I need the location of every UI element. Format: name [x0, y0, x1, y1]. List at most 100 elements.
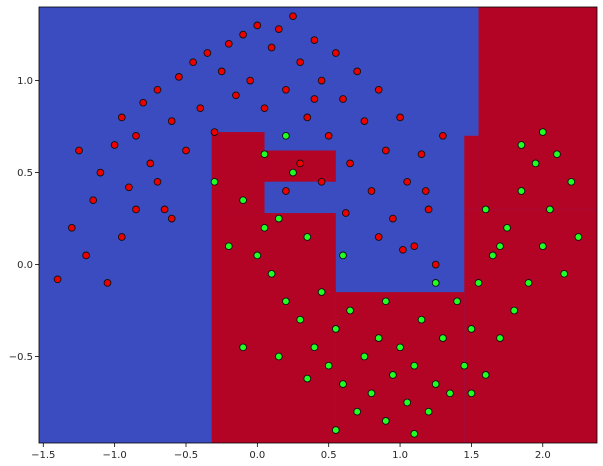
data-point-class-1 [546, 205, 554, 214]
data-point-class-0 [82, 251, 90, 260]
data-point-class-1 [410, 429, 419, 438]
decision-region-3 [335, 292, 465, 443]
data-point-class-0 [296, 159, 305, 168]
data-point-class-1 [538, 242, 547, 251]
data-point-class-1 [282, 131, 290, 140]
data-point-class-1 [310, 343, 319, 352]
data-point-class-0 [253, 21, 262, 30]
data-point-class-1 [403, 398, 412, 407]
data-point-class-1 [210, 177, 219, 186]
data-point-class-1 [303, 233, 312, 241]
data-point-class-0 [167, 117, 176, 125]
data-point-class-1 [339, 380, 347, 388]
data-point-class-0 [374, 233, 383, 241]
data-point-class-0 [410, 242, 419, 251]
data-point-class-1 [496, 334, 504, 342]
data-point-class-1 [317, 288, 326, 296]
x-tick-label: −0.5 [174, 450, 198, 461]
data-point-class-1 [239, 343, 247, 352]
data-point-class-0 [389, 214, 397, 223]
y-tick-label: 0.5 [17, 168, 33, 179]
data-point-class-0 [139, 98, 148, 107]
data-point-class-1 [274, 214, 283, 223]
data-point-class-0 [360, 117, 369, 125]
data-point-class-0 [189, 58, 197, 67]
data-point-class-0 [367, 187, 376, 195]
data-point-class-1 [553, 150, 561, 159]
data-point-class-0 [374, 85, 383, 94]
data-point-class-0 [196, 104, 205, 113]
data-point-class-0 [224, 39, 233, 48]
data-point-class-1 [439, 334, 447, 342]
data-point-class-1 [417, 315, 426, 324]
data-point-class-0 [424, 205, 433, 214]
data-point-class-0 [439, 131, 447, 140]
decision-surface [211, 7, 597, 443]
data-point-class-0 [167, 214, 176, 223]
x-tick-label: 1.5 [463, 450, 479, 461]
data-point-class-1 [274, 352, 283, 361]
data-point-class-0 [267, 43, 276, 52]
x-tick-label: −1.5 [31, 450, 55, 461]
data-point-class-1 [396, 343, 404, 352]
x-tick-label: 1.0 [392, 450, 408, 461]
data-point-class-1 [424, 407, 433, 416]
data-point-class-1 [353, 407, 362, 416]
decision-region-4 [464, 209, 597, 443]
data-point-class-1 [367, 389, 376, 398]
data-point-class-1 [381, 417, 390, 425]
data-point-class-1 [410, 361, 419, 370]
data-point-class-1 [517, 187, 526, 195]
data-point-class-0 [75, 146, 83, 155]
data-points [53, 12, 583, 438]
decision-region-5 [478, 7, 597, 210]
data-point-class-0 [403, 177, 412, 186]
data-point-class-0 [310, 36, 319, 44]
data-point-class-0 [341, 209, 350, 217]
data-point-class-0 [160, 205, 169, 214]
data-point-class-0 [339, 95, 347, 103]
data-point-class-1 [453, 297, 461, 306]
data-point-class-1 [389, 371, 397, 379]
data-point-class-1 [339, 251, 347, 260]
data-point-class-0 [89, 196, 98, 205]
decision-region-7 [271, 181, 329, 214]
data-point-class-1 [331, 325, 340, 333]
data-point-class-0 [146, 159, 155, 168]
data-point-class-1 [481, 205, 490, 214]
data-point-class-0 [324, 131, 333, 140]
data-point-class-1 [446, 389, 454, 398]
data-point-class-1 [510, 306, 519, 315]
data-point-class-1 [331, 426, 340, 434]
data-point-class-1 [431, 279, 440, 287]
data-point-class-0 [67, 223, 76, 232]
data-point-class-0 [274, 25, 283, 33]
data-point-class-1 [303, 374, 312, 383]
data-point-class-1 [488, 251, 497, 260]
data-point-class-0 [103, 279, 112, 287]
data-point-class-1 [374, 334, 383, 342]
data-point-class-1 [289, 168, 297, 177]
data-point-class-0 [431, 260, 440, 269]
y-tick-label: −0.5 [9, 352, 33, 363]
axes-frame [38, 6, 598, 444]
data-point-class-0 [125, 183, 133, 192]
data-point-class-0 [353, 67, 362, 76]
y-axis: −0.5 0.0 0.5 1.0 [9, 76, 39, 363]
data-point-class-1 [296, 315, 305, 324]
data-point-class-0 [282, 187, 290, 195]
data-point-class-1 [503, 223, 511, 232]
data-point-class-0 [232, 91, 240, 100]
data-point-class-1 [267, 269, 276, 278]
data-point-class-1 [538, 128, 547, 136]
data-point-class-1 [524, 279, 533, 287]
data-point-class-1 [431, 380, 440, 388]
data-point-class-0 [110, 141, 119, 149]
data-point-class-0 [417, 150, 426, 159]
data-point-class-0 [210, 128, 219, 136]
decision-region-6 [464, 135, 479, 210]
decision-region-0 [211, 213, 336, 443]
data-point-class-0 [203, 49, 212, 57]
data-point-class-0 [331, 49, 340, 57]
data-point-class-1 [481, 371, 490, 379]
